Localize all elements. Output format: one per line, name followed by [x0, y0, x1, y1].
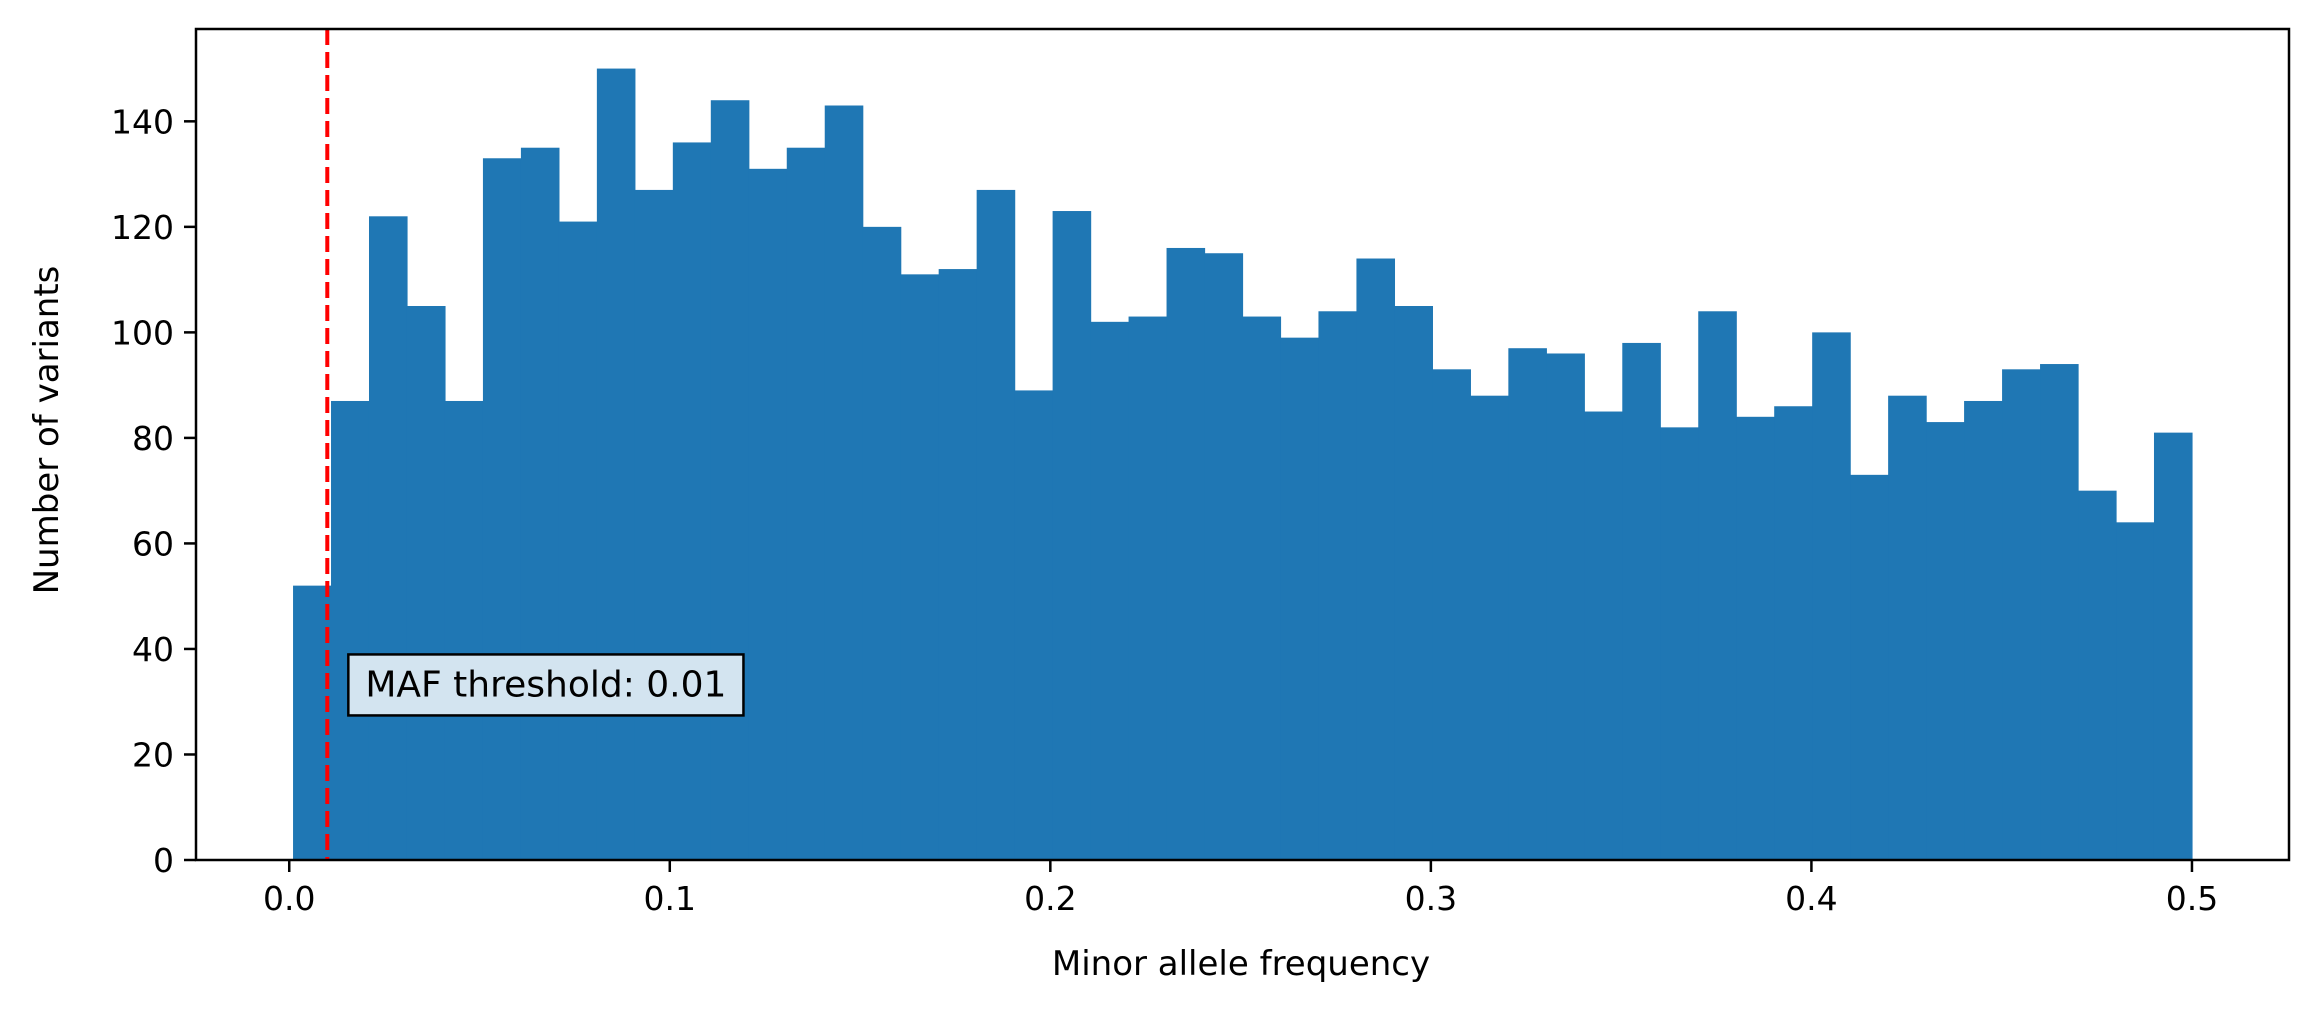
threshold-annotation-box: [347, 653, 745, 717]
y-tick-label: 40: [132, 630, 174, 669]
histogram-bar: [1432, 369, 1471, 860]
histogram-bar: [1736, 416, 1775, 860]
histogram-bar: [2153, 432, 2193, 860]
histogram-bar: [1926, 422, 1965, 860]
threshold-annotation: MAF threshold: 0.01: [347, 653, 745, 717]
histogram-bar: [1090, 321, 1130, 860]
histogram-bar: [558, 221, 598, 861]
histogram-bar: [1318, 311, 1358, 860]
histogram-bar: [444, 400, 484, 860]
histogram-bar: [976, 189, 1016, 860]
histogram-bar: [710, 100, 750, 860]
y-tick-label: 20: [132, 735, 174, 774]
histogram-bar: [1546, 353, 1585, 860]
y-tick-label: 80: [132, 419, 174, 458]
threshold-annotation-label: MAF threshold: 0.01: [365, 664, 726, 705]
histogram-bar: [596, 68, 636, 861]
y-tick-label: 100: [111, 313, 174, 352]
y-tick-label: 120: [111, 208, 174, 247]
histogram-bar: [331, 400, 370, 860]
x-tick-label: 0.1: [644, 879, 696, 918]
y-tick-label: 60: [132, 524, 174, 563]
x-tick-label: 0.3: [1405, 879, 1457, 918]
histogram-bar: [1394, 306, 1433, 860]
histogram-bar: [748, 168, 788, 861]
histogram-bar: [900, 274, 940, 860]
y-axis-title: Number of variants: [27, 266, 67, 595]
histogram-bar: [1850, 474, 1889, 860]
histogram-bar: [1622, 342, 1661, 860]
histogram-bar: [786, 147, 826, 860]
y-tick-label: 140: [111, 102, 174, 141]
histogram-bar: [1888, 395, 1927, 860]
histogram-bar: [1774, 406, 1813, 860]
histogram-bar: [824, 105, 864, 860]
histogram-bar: [1166, 247, 1206, 860]
histogram-bar: [634, 189, 674, 860]
x-tick-label: 0.4: [1785, 879, 1837, 918]
histogram-bar: [1204, 253, 1244, 860]
histogram-bar: [1964, 400, 2003, 860]
histogram-bar: [406, 306, 446, 860]
y-tick-label: 0: [153, 841, 174, 880]
histogram-bar: [1660, 427, 1699, 860]
histogram-bar: [368, 216, 408, 861]
plot-area-frame: [194, 27, 2291, 862]
x-tick-label: 0.2: [1024, 879, 1076, 918]
x-axis-title: Minor allele frequency: [1052, 944, 1430, 984]
x-tick-label: 0.0: [263, 879, 315, 918]
histogram-bars: [293, 68, 2193, 861]
histogram-bar: [1356, 258, 1396, 860]
histogram-bar: [1280, 337, 1320, 861]
histogram-bar: [2040, 364, 2079, 860]
histogram-bar: [2002, 369, 2041, 860]
histogram-bar: [1242, 316, 1282, 860]
histogram-bar: [672, 142, 712, 860]
histogram-bar: [1698, 311, 1737, 860]
histogram-bar: [1128, 316, 1168, 860]
histogram-bar: [1470, 395, 1509, 860]
x-axis-ticks: 0.0 0.1 0.2 0.3 0.4 0.5: [263, 860, 2218, 918]
histogram-bar: [938, 269, 978, 861]
y-axis-ticks: 0 20 40 60 80 100 120 140: [111, 102, 196, 880]
histogram-bar: [2116, 522, 2155, 860]
histogram-bar: [1014, 390, 1054, 860]
histogram-bar: [862, 226, 902, 860]
histogram-bar: [293, 585, 332, 860]
histogram-bar: [1052, 211, 1092, 860]
histogram-bar: [482, 158, 522, 860]
histogram-bar: [1584, 411, 1623, 860]
histogram-bar: [2078, 490, 2117, 860]
x-tick-label: 0.5: [2166, 879, 2218, 918]
histogram-bar: [1812, 332, 1851, 860]
histogram-bar: [1508, 348, 1547, 860]
histogram-bar: [520, 147, 560, 860]
